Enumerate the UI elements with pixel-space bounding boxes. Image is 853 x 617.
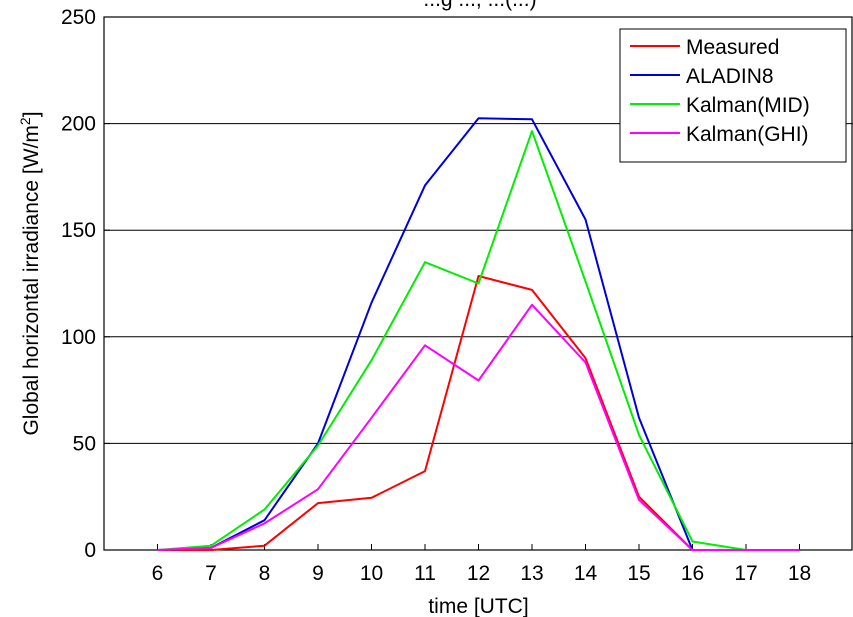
series-line-3: [157, 303, 800, 551]
x-tick-label-7: 13: [520, 562, 543, 585]
axis-ticks: 0 50 100 150 200 250 6 7 8 9 10 11 12 13 14 15 16 17 18: [61, 6, 811, 585]
legend: Measured ALADIN8 Kalman(MID) Kalman(GHI): [619, 28, 847, 163]
y-axis-label-superscript: 2: [17, 117, 33, 125]
y-tick-label-5: 250: [61, 6, 96, 29]
legend-label-1: ALADIN8: [686, 65, 774, 88]
x-axis-label: time [UTC]: [428, 595, 528, 617]
y-tick-label-2: 100: [61, 326, 96, 349]
legend-label-3: Kalman(GHI): [686, 123, 809, 146]
x-tick-label-1: 7: [205, 562, 217, 585]
x-tick-label-6: 12: [467, 562, 490, 585]
x-tick-label-5: 11: [414, 562, 436, 585]
series-line-1: [157, 117, 800, 551]
x-tick-label-11: 17: [734, 562, 757, 585]
series-lines: [157, 117, 800, 551]
legend-label-0: Measured: [686, 36, 779, 59]
legend-box: [619, 28, 847, 163]
x-tick-label-0: 6: [152, 562, 164, 585]
x-tick-label-2: 8: [259, 562, 271, 585]
y-tick-label-3: 150: [61, 219, 96, 242]
y-axis-label-end: ]: [20, 111, 43, 117]
x-tick-label-12: 18: [788, 562, 811, 585]
x-tick-label-4: 10: [360, 562, 383, 585]
y-axis-label: Global horizontal irradiance [W/m2]: [17, 111, 43, 435]
x-tick-label-9: 15: [627, 562, 650, 585]
series-line-2: [157, 130, 800, 551]
x-tick-label-8: 14: [574, 562, 598, 585]
y-axis-label-main: Global horizontal irradiance [W/m: [20, 125, 43, 435]
legend-label-2: Kalman(MID): [686, 94, 810, 117]
chart-title: ...g ..., ...(...): [423, 0, 536, 11]
y-tick-label-1: 50: [73, 432, 96, 455]
series-line-0: [157, 275, 800, 551]
y-tick-label-4: 200: [61, 113, 96, 136]
x-tick-label-3: 9: [312, 562, 324, 585]
y-tick-label-0: 0: [84, 539, 96, 562]
x-tick-label-10: 16: [681, 562, 704, 585]
